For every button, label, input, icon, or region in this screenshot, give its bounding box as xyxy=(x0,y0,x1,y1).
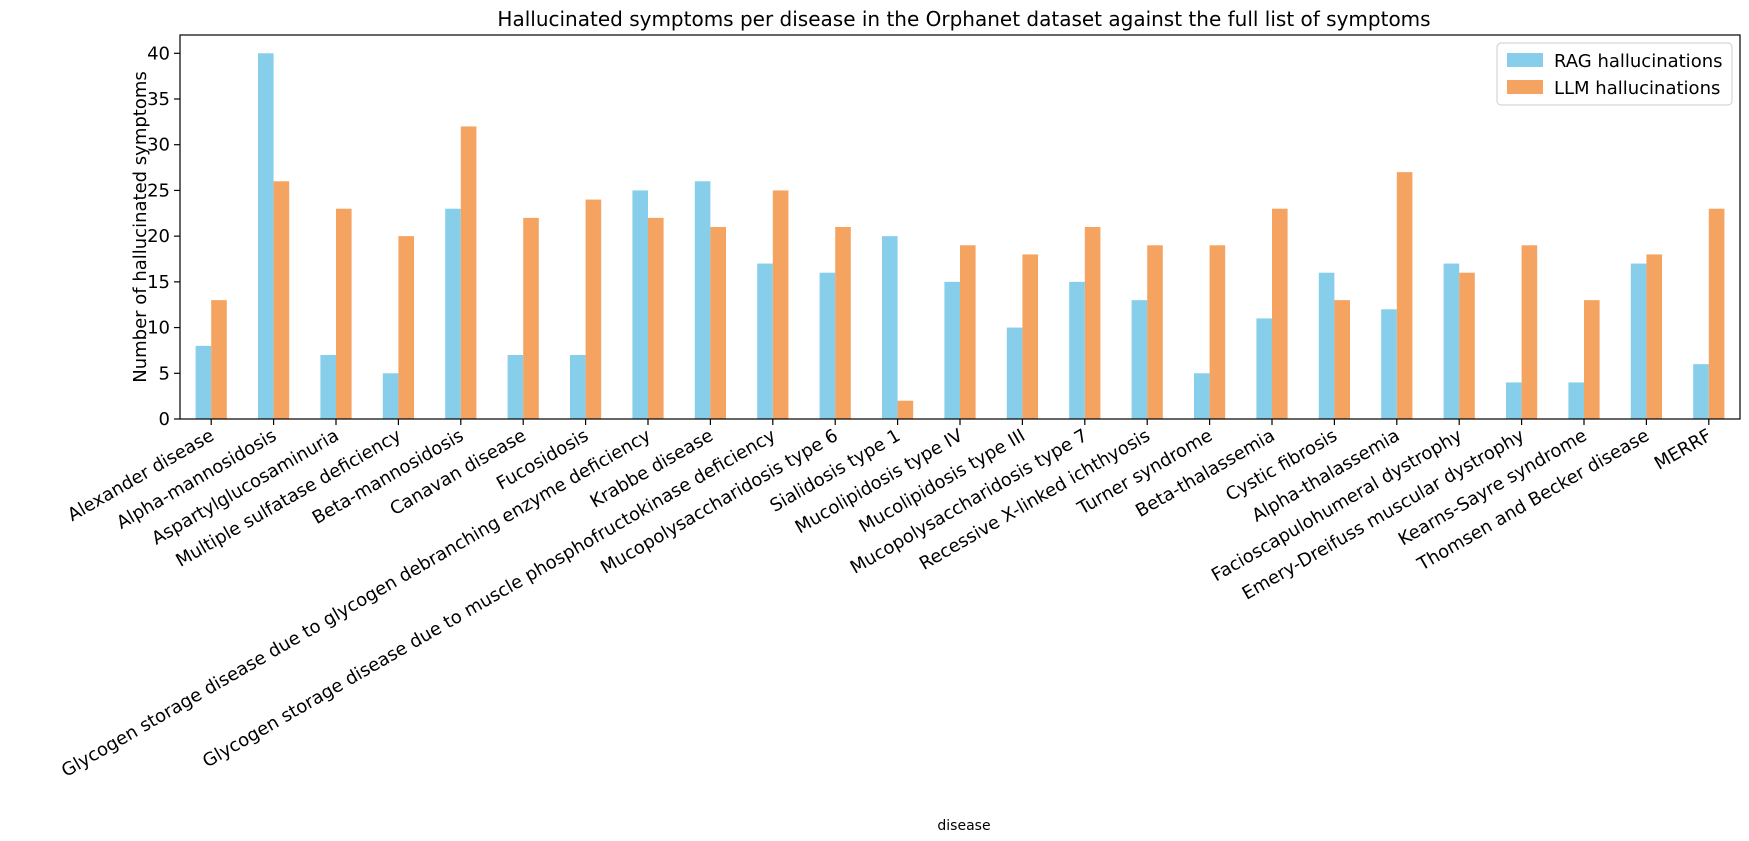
legend-frame xyxy=(1496,42,1733,106)
bar-rag-15 xyxy=(1131,300,1148,419)
bar-llm-17 xyxy=(1272,208,1288,419)
bar-rag-24 xyxy=(1693,364,1709,419)
bar-rag-6 xyxy=(570,355,586,419)
bar-llm-0 xyxy=(211,300,227,419)
bar-llm-10 xyxy=(835,227,851,419)
bar-rag-19 xyxy=(1381,309,1397,419)
bar-llm-15 xyxy=(1147,245,1163,419)
y-tick-label: 30 xyxy=(147,135,170,156)
legend: RAG hallucinations LLM hallucinations xyxy=(1496,42,1733,106)
y-axis: 0 5 10 15 20 25 30 35 40 xyxy=(147,43,180,430)
bar-llm-18 xyxy=(1334,300,1350,419)
legend-entry: RAG hallucinations xyxy=(1554,51,1723,72)
plot-area xyxy=(179,34,1741,420)
bar-rag-14 xyxy=(1069,281,1085,419)
bar-llm-7 xyxy=(648,217,664,419)
bar-rag-11 xyxy=(882,236,898,419)
bar-rag-18 xyxy=(1318,272,1335,419)
bar-llm-19 xyxy=(1396,172,1413,419)
bar-rag-9 xyxy=(757,263,773,419)
bar-llm-16 xyxy=(1209,245,1226,419)
bar-llm-24 xyxy=(1708,208,1725,419)
bar-rag-16 xyxy=(1194,373,1210,419)
bar-rag-7 xyxy=(632,190,648,419)
x-tick-label: Glycogen storage disease due to muscle p… xyxy=(199,425,779,772)
y-tick-label: 35 xyxy=(147,89,170,110)
bar-rag-21 xyxy=(1506,382,1522,419)
legend-swatch xyxy=(1507,53,1543,67)
bar-llm-3 xyxy=(398,236,414,419)
y-tick-label: 25 xyxy=(147,180,170,201)
bar-llm-11 xyxy=(897,400,914,419)
bar-llm-14 xyxy=(1084,227,1101,419)
y-axis-label: Number of hallucinated symptoms xyxy=(130,71,151,383)
y-tick-label: 5 xyxy=(159,363,170,384)
bar-rag-0 xyxy=(195,345,212,419)
x-axis: Alexander diseaseAlpha-mannosidosisAspar… xyxy=(58,419,1715,782)
y-tick-label: 0 xyxy=(159,409,170,430)
bar-rag-3 xyxy=(382,373,399,419)
bar-rag-1 xyxy=(258,53,274,420)
bar-llm-22 xyxy=(1584,300,1600,419)
y-tick-label: 10 xyxy=(147,318,170,339)
bar-llm-1 xyxy=(273,181,290,419)
bar-rag-13 xyxy=(1006,327,1023,419)
bar-llm-4 xyxy=(460,126,477,419)
x-axis-label: disease xyxy=(937,818,990,834)
legend-entry: LLM hallucinations xyxy=(1554,78,1720,99)
bar-rag-17 xyxy=(1256,318,1272,419)
bar-rag-10 xyxy=(819,272,836,419)
bar-llm-9 xyxy=(772,190,789,419)
bar-llm-5 xyxy=(523,217,539,419)
bar-llm-20 xyxy=(1459,272,1475,419)
x-tick-label: MERRF xyxy=(1651,425,1715,474)
bar-rag-22 xyxy=(1568,382,1584,419)
y-tick-label: 15 xyxy=(147,272,170,293)
bar-llm-2 xyxy=(336,208,352,419)
bar-llm-8 xyxy=(710,227,726,419)
bar-llm-21 xyxy=(1521,245,1538,419)
bar-llm-12 xyxy=(960,245,976,419)
bar-llm-6 xyxy=(585,199,602,419)
bar-llm-13 xyxy=(1022,254,1038,419)
y-tick-label: 40 xyxy=(147,43,170,64)
bar-llm-23 xyxy=(1646,254,1662,419)
bar-rag-12 xyxy=(944,281,960,419)
bar-rag-8 xyxy=(694,181,711,419)
y-tick-label: 20 xyxy=(147,226,170,247)
bar-rag-2 xyxy=(320,355,336,419)
bar-rag-5 xyxy=(507,355,524,419)
bar-rag-20 xyxy=(1443,263,1460,419)
chart-title: Hallucinated symptoms per disease in the… xyxy=(497,7,1430,31)
legend-swatch xyxy=(1507,80,1543,94)
bar-rag-4 xyxy=(445,208,461,419)
bar-rag-23 xyxy=(1630,263,1647,419)
